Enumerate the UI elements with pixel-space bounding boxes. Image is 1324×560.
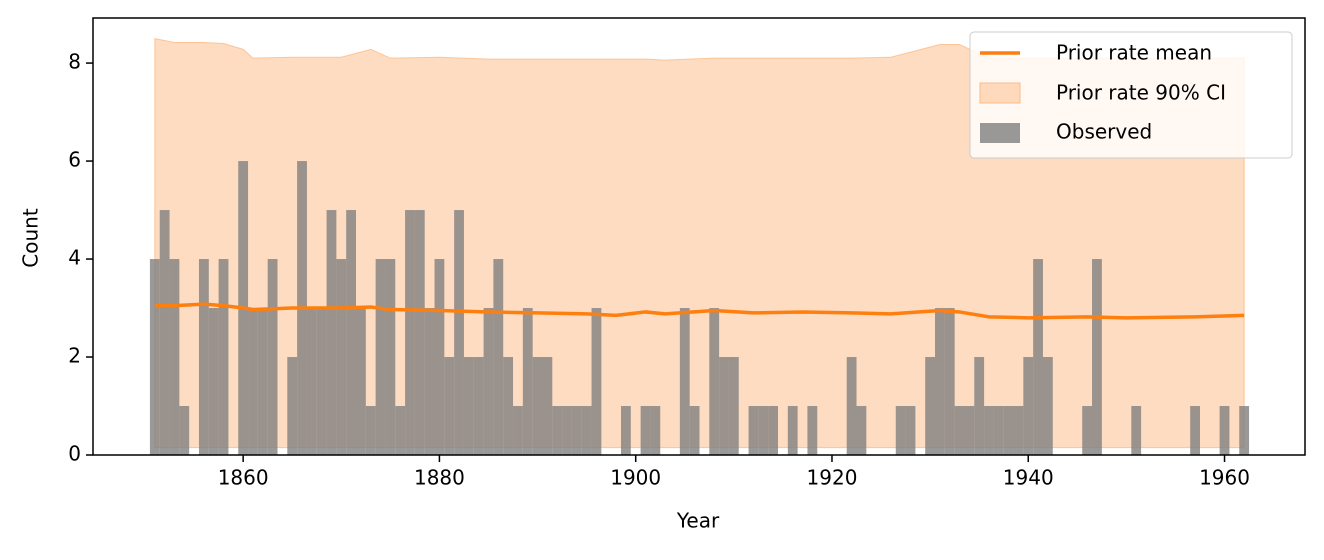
x-tick-label: 1960 <box>1199 466 1250 490</box>
bar <box>316 308 327 455</box>
bar <box>748 406 759 455</box>
bar <box>1023 357 1034 455</box>
bar <box>552 406 563 455</box>
bar <box>473 357 484 455</box>
bar <box>964 406 975 455</box>
bar <box>463 357 474 455</box>
y-tick-label: 0 <box>68 442 81 466</box>
bar <box>984 406 994 455</box>
legend-box <box>969 31 1293 159</box>
bar <box>944 308 955 455</box>
bar <box>483 308 494 455</box>
bar <box>169 259 180 455</box>
legend-swatch <box>979 82 1021 104</box>
bar <box>414 210 425 455</box>
bar <box>562 406 572 455</box>
bar <box>768 406 779 455</box>
bar <box>542 357 553 455</box>
bar <box>925 357 936 455</box>
bar <box>679 308 690 455</box>
bar <box>493 259 504 455</box>
bar <box>1092 259 1102 455</box>
bar <box>356 308 366 455</box>
bar <box>375 259 386 455</box>
bar <box>954 406 965 455</box>
legend-label: Observed <box>1056 120 1152 144</box>
bar <box>405 210 415 455</box>
x-tick-label: 1940 <box>1003 466 1054 490</box>
y-tick-label: 4 <box>68 246 81 270</box>
legend-label: Prior rate 90% CI <box>1056 81 1226 105</box>
bar <box>856 406 867 455</box>
bar <box>208 308 219 455</box>
bar <box>257 308 268 455</box>
bar <box>503 357 514 455</box>
bar <box>689 406 700 455</box>
bar <box>287 357 298 455</box>
x-tick-label: 1920 <box>807 466 858 490</box>
bar <box>905 406 916 455</box>
bar <box>248 308 258 455</box>
bar <box>385 259 396 455</box>
bar <box>159 210 170 455</box>
y-axis-label: Count <box>19 208 43 268</box>
bar <box>728 357 739 455</box>
bar <box>1131 406 1142 455</box>
bar <box>1219 406 1230 455</box>
x-axis-label: Year <box>676 509 720 533</box>
bar <box>807 406 818 455</box>
bar <box>935 308 945 455</box>
bar <box>306 308 317 455</box>
bar <box>1082 406 1093 455</box>
x-tick-label: 1900 <box>610 466 661 490</box>
bar <box>591 308 602 455</box>
y-tick-label: 8 <box>68 50 81 74</box>
bar <box>424 308 435 455</box>
bar <box>1013 406 1024 455</box>
x-tick-label: 1860 <box>218 466 269 490</box>
bar <box>719 357 729 455</box>
bar <box>974 357 985 455</box>
bar <box>571 406 582 455</box>
bar <box>532 357 543 455</box>
bar <box>787 406 798 455</box>
bar <box>513 406 523 455</box>
x-tick-label: 1880 <box>414 466 465 490</box>
plot-frame <box>92 17 1306 456</box>
bar <box>640 406 651 455</box>
bar <box>650 406 661 455</box>
bar <box>522 308 533 455</box>
bar <box>1003 406 1014 455</box>
bar <box>198 259 209 455</box>
bar <box>581 406 592 455</box>
bar <box>346 210 357 455</box>
bar <box>365 406 376 455</box>
bar <box>1239 406 1250 455</box>
mean-line <box>154 302 1245 320</box>
bar <box>218 259 229 455</box>
bar <box>444 357 455 455</box>
bar <box>993 406 1004 455</box>
bar <box>1190 406 1200 455</box>
bar <box>434 259 445 455</box>
legend-label: Prior rate mean <box>1056 41 1212 65</box>
y-tick-label: 2 <box>68 344 81 368</box>
bar <box>336 259 347 455</box>
bar <box>326 210 337 455</box>
bar <box>758 406 769 455</box>
bar <box>895 406 906 455</box>
bar <box>846 357 857 455</box>
y-tick-label: 6 <box>68 148 81 172</box>
bar <box>1042 357 1053 455</box>
bar <box>1033 259 1043 455</box>
bar <box>267 259 278 455</box>
bar <box>709 308 720 455</box>
bar <box>454 210 464 455</box>
bar <box>149 259 160 455</box>
bar <box>620 406 631 455</box>
legend-swatch <box>980 123 1020 143</box>
bar <box>395 406 406 455</box>
bar <box>179 406 190 455</box>
